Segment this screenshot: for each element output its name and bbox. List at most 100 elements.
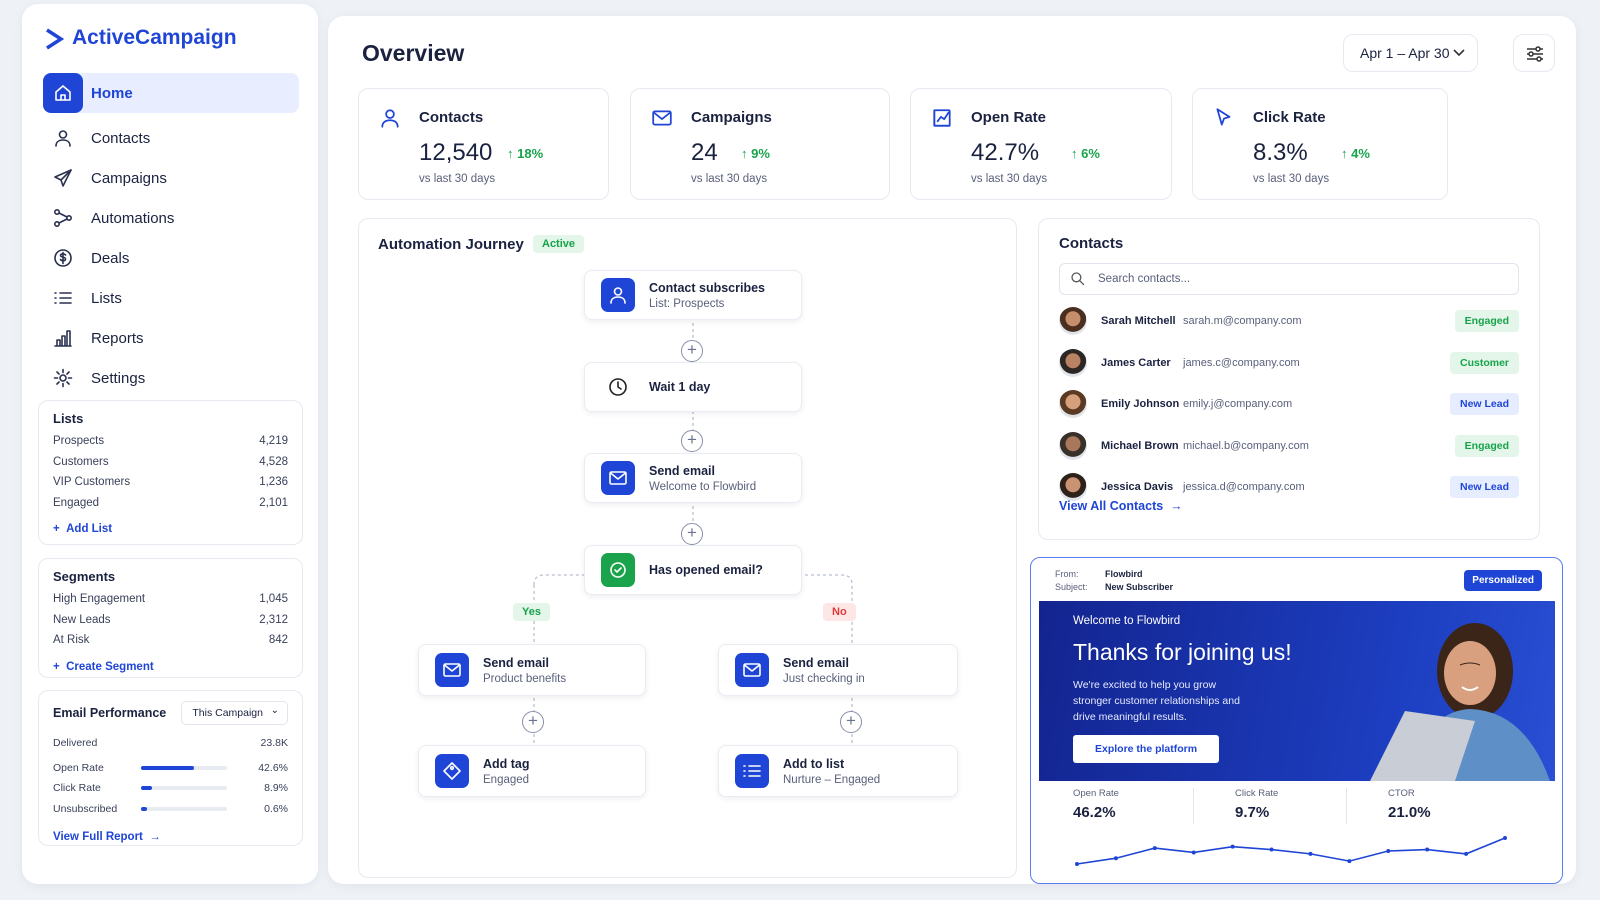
add-link[interactable]: + Add List <box>53 523 288 535</box>
list-row[interactable]: High Engagement 1,045 <box>53 593 288 614</box>
row-count: 4,219 <box>259 435 288 447</box>
change-value: 4% <box>1351 146 1370 161</box>
icon <box>54 249 72 267</box>
photo <box>1365 601 1555 781</box>
nav-item[interactable]: Deals <box>43 238 299 278</box>
row-name: Open Rate <box>53 761 104 774</box>
node-text: Add tag Engaged <box>483 757 530 786</box>
add-link[interactable]: + Create Segment <box>53 661 288 673</box>
node-text: Add to list Nurture – Engaged <box>783 757 880 786</box>
metric-label: Open Rate <box>1073 788 1119 799</box>
logo <box>46 28 64 50</box>
change-value: 6% <box>1081 146 1100 161</box>
report-link[interactable]: View Full Report → <box>53 831 288 843</box>
trend-point <box>1308 851 1313 856</box>
list-row[interactable]: Engaged 2,101 <box>53 497 288 518</box>
node-title: Add tag <box>483 756 530 771</box>
row-value: 0.6% <box>264 802 288 815</box>
meta-label: Subject: <box>1055 582 1088 592</box>
flow-node[interactable]: Has opened email? <box>584 545 802 595</box>
flow-node[interactable]: Send email Welcome to Flowbird <box>584 453 802 503</box>
trend-point <box>1113 856 1118 861</box>
filter-button[interactable] <box>1513 34 1555 72</box>
node-title: Send email <box>649 463 715 478</box>
card-title: Segments <box>53 569 116 584</box>
nav-item[interactable]: Contacts <box>43 118 299 158</box>
status-pill: Engaged <box>1454 310 1519 332</box>
add-step[interactable]: + <box>681 523 703 545</box>
campaign-select[interactable]: This Campaign ⌄ <box>181 701 288 725</box>
brand: ActiveCampaign <box>72 26 237 49</box>
icon <box>1071 272 1085 286</box>
trend-point <box>1230 844 1235 849</box>
nav-item[interactable]: Settings <box>43 358 299 398</box>
card-title: Email Performance <box>53 706 167 720</box>
date-range[interactable]: Apr 1 – Apr 30 <box>1343 34 1478 72</box>
flow-node[interactable]: Send email Just checking in <box>718 644 958 696</box>
flow-node[interactable]: Add tag Engaged <box>418 745 646 797</box>
stat-value: 12,540 <box>419 139 493 166</box>
row-count: 2,312 <box>259 613 288 626</box>
arrow: → <box>142 831 161 843</box>
list-row[interactable]: Customers 4,528 <box>53 456 288 477</box>
stat-icon <box>651 107 673 134</box>
status-pill: New Lead <box>1449 476 1519 498</box>
row-name: Customers <box>53 455 109 468</box>
nav-label: Settings <box>91 369 146 387</box>
nav-item[interactable]: Automations <box>43 198 299 238</box>
nav-item[interactable]: Lists <box>43 278 299 318</box>
up-arrow: ↑ <box>507 146 518 161</box>
banner-eyebrow: Welcome to Flowbird <box>1073 615 1181 627</box>
contact-row[interactable]: Emily Johnson emily.j@company.com New Lead <box>1059 385 1519 423</box>
search-placeholder: Search contacts... <box>1098 273 1191 285</box>
row-count: 2,101 <box>259 496 288 509</box>
contact-name: James Carter <box>1101 356 1171 369</box>
icon <box>54 169 72 187</box>
contact-row[interactable]: Jessica Davis jessica.d@company.com New Le… <box>1059 468 1519 506</box>
icon <box>54 330 72 347</box>
row-name: At Risk <box>53 634 90 646</box>
lists-card: Lists Prospects 4,219 Customers 4,528 VIP Cus… <box>38 400 303 545</box>
row-name: Click Rate <box>53 782 101 795</box>
node-title: Has opened email? <box>649 563 763 577</box>
node-subtitle: Engaged <box>483 773 530 786</box>
list-row[interactable]: At Risk 842 <box>53 634 288 655</box>
flow-node[interactable]: Add to list Nurture – Engaged <box>718 745 958 797</box>
list-row[interactable]: New Leads 2,312 <box>53 614 288 635</box>
metric-label: Click Rate <box>1235 788 1279 799</box>
contact-row[interactable]: Michael Brown michael.b@company.com Engage… <box>1059 427 1519 465</box>
contact-email: michael.b@company.com <box>1183 439 1309 452</box>
add-step[interactable]: + <box>522 711 544 733</box>
flow-node[interactable]: Contact subscribes List: Prospects <box>584 270 802 320</box>
nav-item[interactable]: Reports <box>43 318 299 358</box>
trend-point <box>1503 836 1507 840</box>
flow-node[interactable]: Send email Product benefits <box>418 644 646 696</box>
row-count: 4,528 <box>259 455 288 468</box>
stat-card: Open Rate 42.7% ↑ 6% vs last 30 days <box>910 88 1172 200</box>
meta-label: From: <box>1055 569 1079 579</box>
trend-point <box>1464 851 1469 856</box>
add-step[interactable]: + <box>840 711 862 733</box>
stat-change: ↑ 18% <box>507 146 543 161</box>
icon <box>53 208 73 228</box>
add-step[interactable]: + <box>681 340 703 362</box>
list-row[interactable]: Prospects 4,219 <box>53 435 288 456</box>
cta-button[interactable]: Explore the platform <box>1073 735 1220 763</box>
search-box[interactable]: Search contacts... <box>1059 263 1519 295</box>
row-name: Engaged <box>53 496 100 509</box>
stat-note: vs last 30 days <box>419 173 496 185</box>
nav-icon <box>43 158 83 198</box>
nav-item[interactable]: Home <box>43 73 299 113</box>
bar-track <box>141 806 227 811</box>
plus-icon: + <box>53 523 67 535</box>
contact-row[interactable]: Sarah Mitchell sarah.m@company.com Engaged <box>1059 302 1519 340</box>
list-row[interactable]: VIP Customers 1,236 <box>53 476 288 497</box>
nav-item[interactable]: Campaigns <box>43 158 299 198</box>
view-all-link[interactable]: View All Contacts → <box>1059 499 1183 513</box>
add-step[interactable]: + <box>681 430 703 452</box>
node-subtitle: Product benefits <box>483 672 567 685</box>
flow-node[interactable]: Wait 1 day <box>584 362 802 412</box>
filter-icon <box>1527 46 1543 62</box>
email-banner: Welcome to Flowbird Thanks for joining us… <box>1039 601 1555 781</box>
contact-row[interactable]: James Carter james.c@company.com Customer <box>1059 344 1519 382</box>
